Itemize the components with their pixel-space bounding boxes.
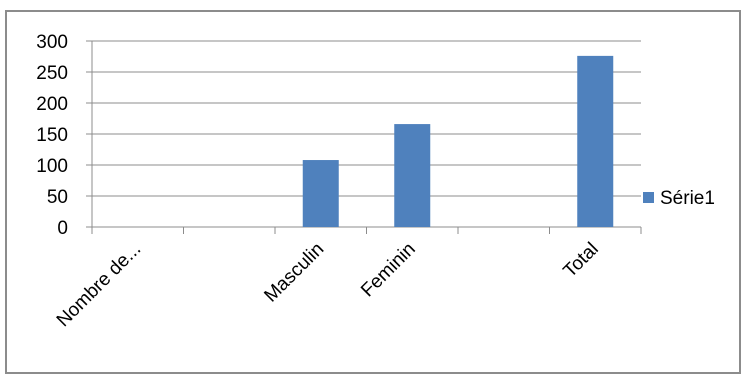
- y-tick-label: 200: [36, 94, 68, 115]
- x-category-label: Masculin: [260, 239, 328, 307]
- y-tick-label: 100: [36, 156, 68, 177]
- x-category-label: Total: [560, 239, 603, 282]
- y-tick-label: 50: [47, 187, 68, 208]
- chart-frame: [5, 10, 741, 374]
- y-tick-label: 300: [36, 32, 68, 53]
- bar: [577, 55, 614, 227]
- bar: [302, 160, 339, 227]
- axes: [86, 40, 642, 234]
- bars: [302, 55, 614, 227]
- legend: Série1: [643, 188, 715, 209]
- y-tick-label: 150: [36, 125, 68, 146]
- y-tick-label: 250: [36, 63, 68, 84]
- y-tick-label: 0: [57, 218, 68, 239]
- gridlines: [92, 40, 641, 197]
- legend-swatch: [643, 192, 654, 203]
- bar: [394, 124, 431, 227]
- x-category-label: Feminin: [357, 239, 420, 302]
- x-axis-labels: Nombre de... Masculin Feminin Total: [53, 239, 603, 332]
- y-axis-ticks: 0 50 100 150 200 250 300: [36, 32, 68, 239]
- legend-label: Série1: [660, 188, 715, 209]
- x-category-label: Nombre de...: [53, 239, 146, 332]
